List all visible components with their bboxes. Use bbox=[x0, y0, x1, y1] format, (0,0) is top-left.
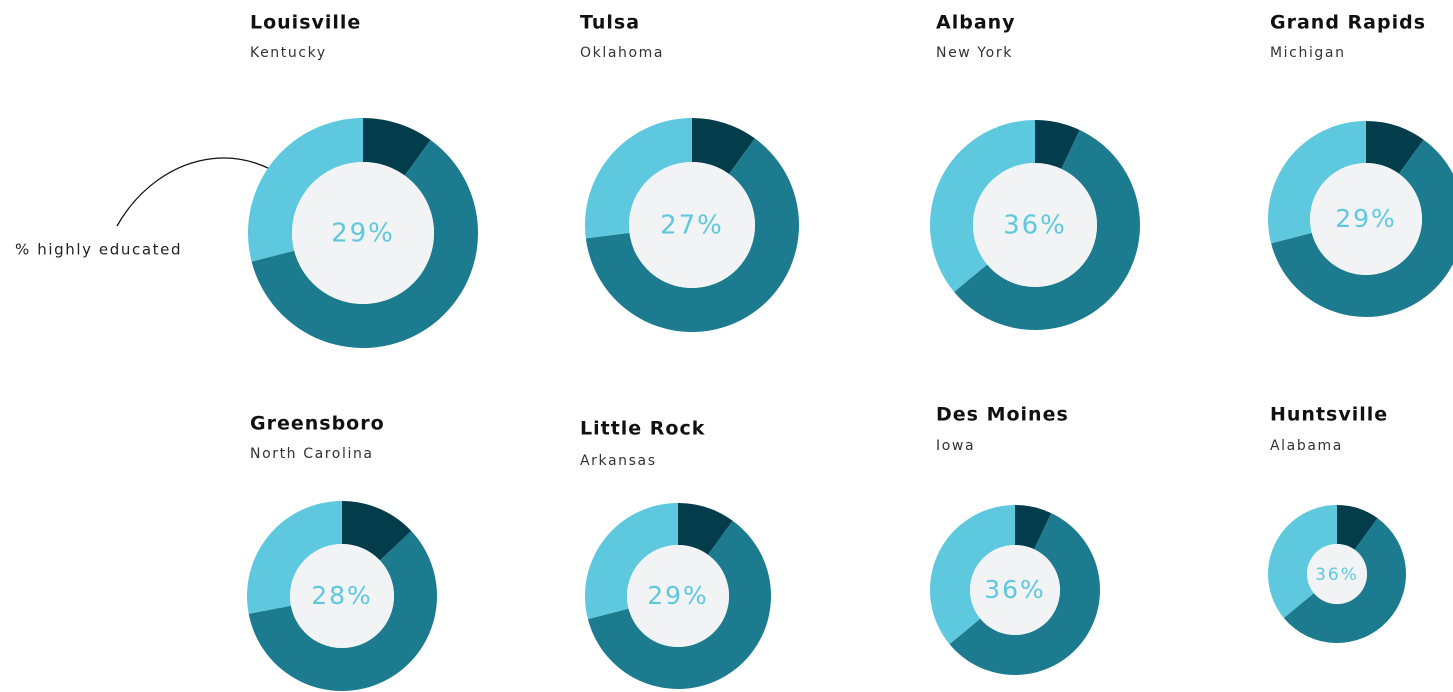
center-label: 36% bbox=[984, 575, 1046, 604]
center-label: 29% bbox=[647, 581, 709, 610]
donut-segment bbox=[1366, 121, 1424, 174]
state-subtitle: Arkansas bbox=[580, 453, 657, 469]
center-label: 36% bbox=[1315, 565, 1359, 585]
state-subtitle: New York bbox=[936, 45, 1013, 61]
donut-segment bbox=[1283, 518, 1407, 644]
city-title: Grand Rapids bbox=[1270, 12, 1426, 34]
donut-segment bbox=[949, 513, 1100, 675]
state-subtitle: North Carolina bbox=[250, 446, 374, 462]
donut-segment bbox=[1337, 505, 1378, 550]
city-title: Des Moines bbox=[936, 404, 1069, 426]
donut-segment bbox=[585, 503, 678, 620]
donut-hole bbox=[627, 545, 729, 647]
donut-segment bbox=[1015, 505, 1052, 550]
donut-segment bbox=[1271, 139, 1453, 317]
donut-segment bbox=[585, 118, 692, 239]
city-title: Huntsville bbox=[1270, 404, 1388, 426]
state-subtitle: Iowa bbox=[936, 438, 975, 454]
donut-segment bbox=[342, 501, 412, 561]
donut-segment bbox=[251, 139, 478, 348]
state-subtitle: Alabama bbox=[1270, 438, 1343, 454]
donut-segment bbox=[954, 129, 1141, 331]
donut-segment bbox=[930, 505, 1015, 645]
donut-segment bbox=[692, 118, 755, 175]
center-label: 27% bbox=[660, 211, 724, 241]
donut-segment bbox=[930, 120, 1035, 292]
donut-segment bbox=[678, 503, 733, 555]
donut-segment bbox=[587, 520, 771, 689]
donut-segment bbox=[248, 118, 363, 262]
donut-segment bbox=[585, 138, 799, 333]
center-label: 36% bbox=[1003, 211, 1067, 241]
state-subtitle: Michigan bbox=[1270, 45, 1346, 61]
state-subtitle: Kentucky bbox=[250, 45, 327, 61]
donut-segment bbox=[247, 501, 342, 614]
city-title: Tulsa bbox=[580, 12, 640, 34]
donut-segment bbox=[363, 118, 431, 176]
donut-hole bbox=[1310, 163, 1422, 275]
donut-hole bbox=[629, 162, 755, 288]
donut-hole bbox=[290, 544, 394, 648]
center-label: 29% bbox=[1335, 204, 1397, 233]
city-title: Louisville bbox=[250, 12, 361, 34]
city-title: Albany bbox=[936, 12, 1016, 34]
city-title: Little Rock bbox=[580, 418, 705, 440]
center-label: 29% bbox=[331, 219, 395, 249]
annotation: % highly educated bbox=[15, 241, 182, 259]
center-label: 28% bbox=[311, 581, 373, 610]
donut-segment bbox=[1035, 120, 1080, 169]
donut-hole bbox=[970, 545, 1060, 635]
state-subtitle: Oklahoma bbox=[580, 45, 664, 61]
donut-segment bbox=[1267, 505, 1337, 618]
city-title: Greensboro bbox=[250, 413, 385, 435]
donut-hole bbox=[1307, 544, 1367, 604]
donut-segment bbox=[1268, 121, 1366, 244]
donut-segment bbox=[248, 530, 437, 691]
donut-hole bbox=[292, 162, 434, 304]
donut-hole bbox=[973, 163, 1097, 287]
